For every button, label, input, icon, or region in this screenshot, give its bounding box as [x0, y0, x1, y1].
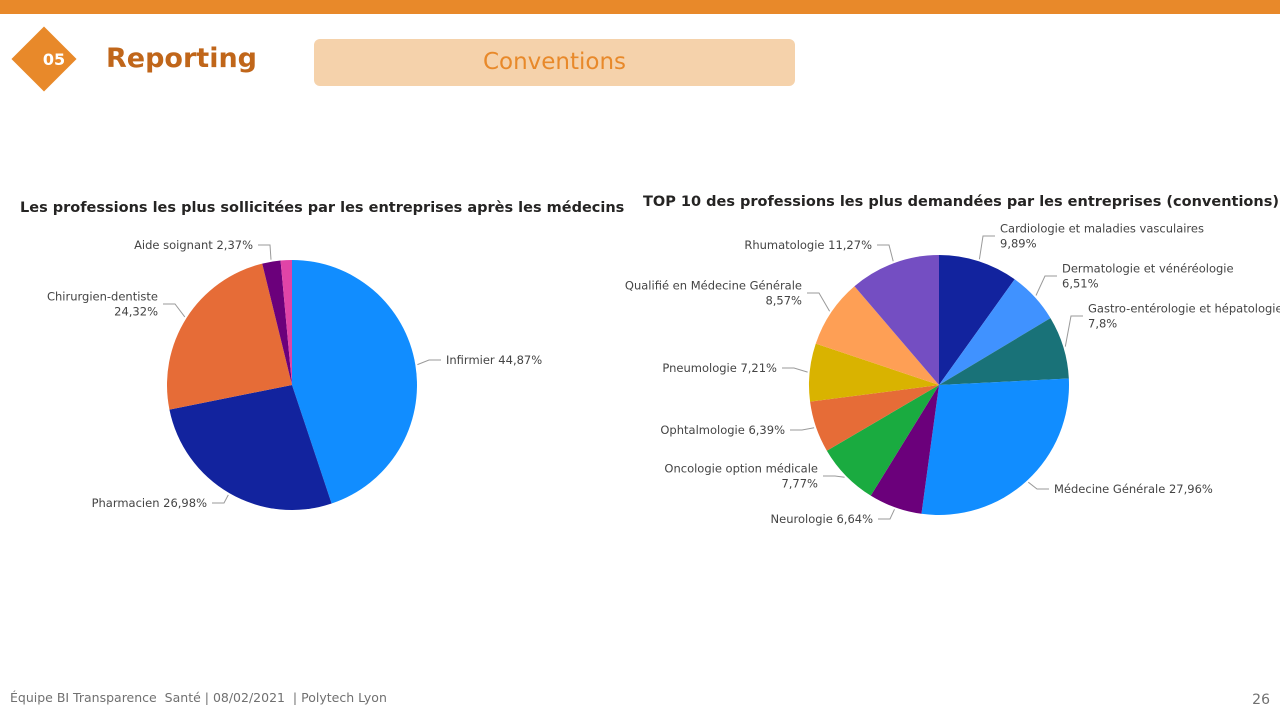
- pie-chart-professions: Infirmier 44,87% Pharmacien 26,98% Chirurg…: [47, 238, 542, 510]
- slice-label: Oncologie option médicale: [664, 462, 818, 476]
- leader-line: [1064, 315, 1083, 347]
- footer-text: Équipe BI Transparence Santé | 08/02/202…: [10, 690, 387, 705]
- pie-slice[interactable]: [870, 385, 939, 514]
- slice-label: 9,89%: [1000, 237, 1037, 251]
- page-number: 26: [1252, 692, 1270, 708]
- chart-title: TOP 10 des professions les plus demandée…: [643, 194, 1279, 210]
- slice-label: Rhumatologie 11,27%: [744, 238, 872, 252]
- pie-slice[interactable]: [262, 260, 292, 385]
- pie-slice[interactable]: [826, 385, 939, 496]
- slice-label: 7,8%: [1088, 317, 1117, 331]
- slice-label: 6,51%: [1062, 277, 1099, 291]
- slice-label: Qualifié en Médecine Générale: [625, 279, 802, 293]
- leader-line: [978, 235, 995, 260]
- slice-label: 24,32%: [114, 305, 158, 319]
- leader-line: [417, 359, 441, 366]
- top-accent-bar: [0, 0, 1280, 14]
- chart-title: Les professions les plus sollicitées par…: [20, 200, 625, 216]
- slice-label: Cardiologie et maladies vasculaires: [1000, 222, 1204, 236]
- leader-line: [790, 427, 815, 431]
- section-number: 05: [42, 50, 66, 69]
- section-title: Reporting: [106, 43, 258, 74]
- pie-slice[interactable]: [810, 385, 939, 451]
- slice-label: Dermatologie et vénéréologie: [1062, 262, 1234, 276]
- pie-slice[interactable]: [280, 260, 292, 385]
- leader-line: [823, 475, 845, 478]
- slice-label: Ophtalmologie 6,39%: [660, 423, 785, 437]
- slice-label: 8,57%: [765, 294, 802, 308]
- pie-slice[interactable]: [169, 385, 332, 510]
- pie-slice[interactable]: [854, 255, 939, 385]
- pie-slice[interactable]: [292, 260, 417, 504]
- slice-label: 7,77%: [781, 477, 818, 491]
- leader-line: [163, 303, 186, 318]
- tab-conventions[interactable]: Conventions: [314, 39, 795, 86]
- leader-line: [807, 292, 831, 312]
- pie-slice[interactable]: [166, 263, 292, 410]
- leader-line: [258, 244, 272, 260]
- slice-label: Pharmacien 26,98%: [92, 496, 208, 510]
- pie-slice[interactable]: [939, 255, 1015, 385]
- slice-label: Infirmier 44,87%: [446, 353, 542, 367]
- leader-line: [1035, 275, 1057, 296]
- slice-label: Pneumologie 7,21%: [662, 361, 777, 375]
- leader-line: [212, 494, 229, 504]
- leader-line: [878, 509, 895, 520]
- pie-chart-top10: Cardiologie et maladies vasculaires9,89%…: [625, 222, 1280, 527]
- slice-label: Médecine Générale 27,96%: [1054, 482, 1213, 496]
- pie-slice[interactable]: [921, 378, 1069, 515]
- leader-line: [1027, 481, 1049, 490]
- pie-slice[interactable]: [939, 318, 1069, 385]
- pie-slice[interactable]: [939, 279, 1051, 385]
- slice-label: Aide soignant 2,37%: [134, 238, 253, 252]
- leader-line: [782, 367, 808, 373]
- leader-line: [877, 244, 894, 262]
- pie-slice[interactable]: [808, 343, 939, 402]
- slice-label: Gastro-entérologie et hépatologie: [1088, 302, 1280, 316]
- pie-slice[interactable]: [815, 286, 939, 385]
- slice-label: Neurologie 6,64%: [771, 512, 874, 526]
- slice-label: Chirurgien-dentiste: [47, 290, 158, 304]
